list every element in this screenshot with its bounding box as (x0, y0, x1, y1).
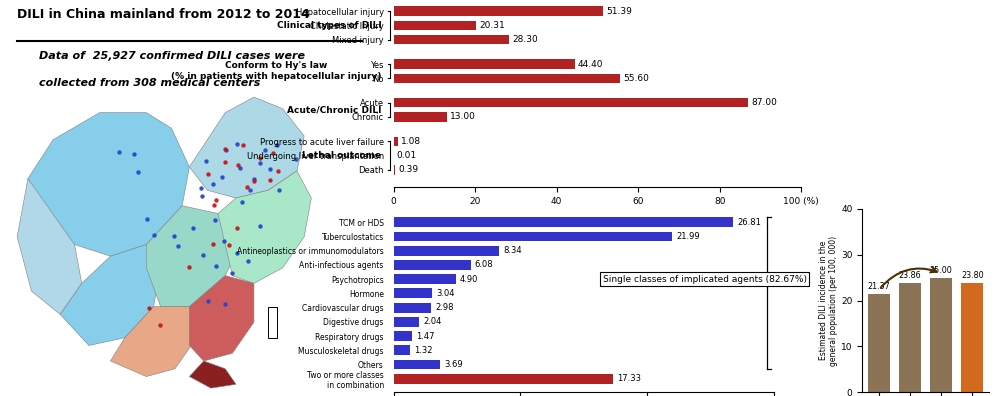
Bar (394, 98, 748, 107)
Text: 8.34: 8.34 (502, 246, 521, 255)
Text: 1.47: 1.47 (416, 331, 435, 341)
Text: 2.98: 2.98 (436, 303, 454, 312)
Bar (394, 274, 456, 284)
Bar (868, 294, 890, 392)
Text: Conform to Hy's law
(% in patients with hepatocellular injury): Conform to Hy's law (% in patients with … (171, 61, 382, 81)
Polygon shape (218, 171, 312, 284)
Text: 0.01: 0.01 (397, 151, 417, 160)
Bar (394, 246, 500, 256)
Text: 51.39: 51.39 (606, 7, 632, 15)
Bar (394, 137, 398, 146)
Bar (394, 74, 620, 83)
Text: 87.00: 87.00 (751, 98, 777, 107)
Text: 25.00: 25.00 (930, 266, 953, 275)
Bar (394, 21, 477, 30)
Polygon shape (17, 179, 82, 314)
Text: 21.37: 21.37 (867, 282, 890, 291)
Y-axis label: Estimated DILI incidence in the
general population (per 100, 000): Estimated DILI incidence in the general … (819, 236, 838, 366)
Bar (961, 283, 983, 392)
Text: 1.08: 1.08 (402, 137, 422, 146)
Bar (394, 260, 471, 270)
Bar (394, 345, 411, 355)
Polygon shape (190, 361, 236, 388)
Bar (394, 165, 395, 175)
Bar (394, 59, 574, 69)
Bar (394, 288, 432, 298)
Text: 44.40: 44.40 (577, 59, 603, 69)
Text: 0.39: 0.39 (399, 166, 419, 174)
Bar (394, 112, 447, 122)
Text: 4.90: 4.90 (460, 275, 478, 284)
Bar (394, 232, 672, 242)
Polygon shape (190, 276, 254, 361)
Text: 17.33: 17.33 (617, 374, 641, 383)
Bar (394, 303, 432, 312)
Polygon shape (269, 307, 278, 338)
Text: 2.04: 2.04 (424, 317, 442, 326)
Text: 28.30: 28.30 (512, 35, 537, 44)
Polygon shape (28, 112, 190, 256)
Text: Lethal outcome: Lethal outcome (302, 151, 382, 160)
Text: 13.00: 13.00 (450, 112, 476, 122)
Text: Clinical types of DILI: Clinical types of DILI (277, 21, 382, 30)
Text: 26.81: 26.81 (737, 218, 761, 227)
Text: Data of  25,927 confirmed DILI cases were: Data of 25,927 confirmed DILI cases were (39, 51, 305, 61)
Text: 3.69: 3.69 (445, 360, 463, 369)
Bar (899, 283, 921, 392)
Text: 55.60: 55.60 (623, 74, 649, 83)
Text: Acute/Chronic DILI: Acute/Chronic DILI (287, 105, 382, 114)
Polygon shape (146, 206, 240, 307)
Bar (394, 217, 733, 227)
Text: 20.31: 20.31 (480, 21, 505, 30)
Bar (394, 360, 441, 369)
Bar (394, 317, 420, 327)
Text: 23.86: 23.86 (899, 271, 921, 280)
Bar (394, 374, 613, 384)
Text: Single classes of implicated agents (82.67%): Single classes of implicated agents (82.… (602, 275, 806, 284)
Bar (394, 6, 603, 16)
Polygon shape (190, 97, 304, 198)
Bar (394, 331, 413, 341)
Bar (394, 35, 508, 44)
Text: collected from 308 medical centers: collected from 308 medical centers (39, 78, 260, 88)
Text: 21.99: 21.99 (676, 232, 699, 241)
Text: 6.08: 6.08 (475, 261, 493, 269)
Polygon shape (60, 245, 161, 345)
Text: 3.04: 3.04 (436, 289, 455, 298)
Polygon shape (111, 307, 197, 377)
Text: 23.80: 23.80 (961, 271, 984, 280)
Text: DILI in China mainland from 2012 to 2014: DILI in China mainland from 2012 to 2014 (17, 8, 310, 21)
Bar (930, 278, 952, 392)
Text: 1.32: 1.32 (414, 346, 433, 355)
